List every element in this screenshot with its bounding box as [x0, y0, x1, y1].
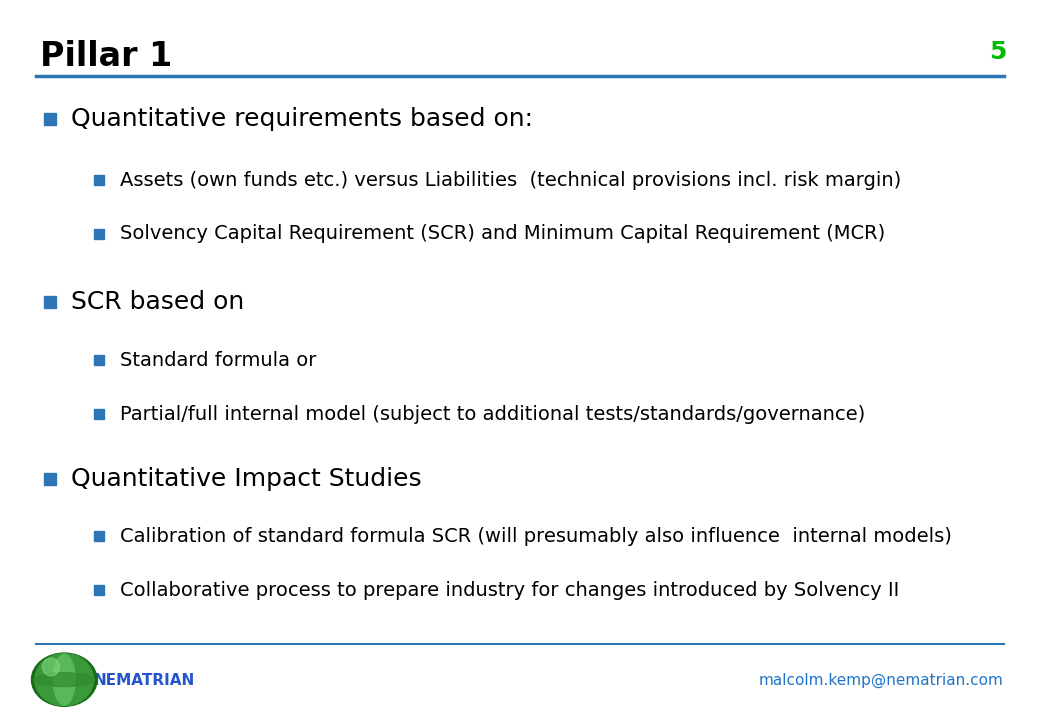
- Ellipse shape: [35, 654, 94, 706]
- Ellipse shape: [34, 672, 95, 687]
- Ellipse shape: [53, 654, 75, 705]
- Text: SCR based on: SCR based on: [71, 290, 244, 315]
- Text: Calibration of standard formula SCR (will presumably also influence  internal mo: Calibration of standard formula SCR (wil…: [120, 527, 952, 546]
- Text: malcolm.kemp@nematrian.com: malcolm.kemp@nematrian.com: [759, 672, 1004, 688]
- Text: Solvency Capital Requirement (SCR) and Minimum Capital Requirement (MCR): Solvency Capital Requirement (SCR) and M…: [120, 225, 885, 243]
- Text: 5: 5: [989, 40, 1007, 63]
- Ellipse shape: [43, 658, 59, 676]
- Text: Collaborative process to prepare industry for changes introduced by Solvency II: Collaborative process to prepare industr…: [120, 581, 899, 600]
- Text: Partial/full internal model (subject to additional tests/standards/governance): Partial/full internal model (subject to …: [120, 405, 865, 423]
- Text: Standard formula or: Standard formula or: [120, 351, 316, 369]
- Text: Quantitative Impact Studies: Quantitative Impact Studies: [71, 467, 421, 491]
- Text: NEMATRIAN: NEMATRIAN: [94, 673, 194, 688]
- Circle shape: [31, 653, 97, 706]
- Text: Quantitative requirements based on:: Quantitative requirements based on:: [71, 107, 532, 131]
- Text: Pillar 1: Pillar 1: [40, 40, 172, 73]
- Text: Assets (own funds etc.) versus Liabilities  (technical provisions incl. risk mar: Assets (own funds etc.) versus Liabiliti…: [120, 171, 901, 189]
